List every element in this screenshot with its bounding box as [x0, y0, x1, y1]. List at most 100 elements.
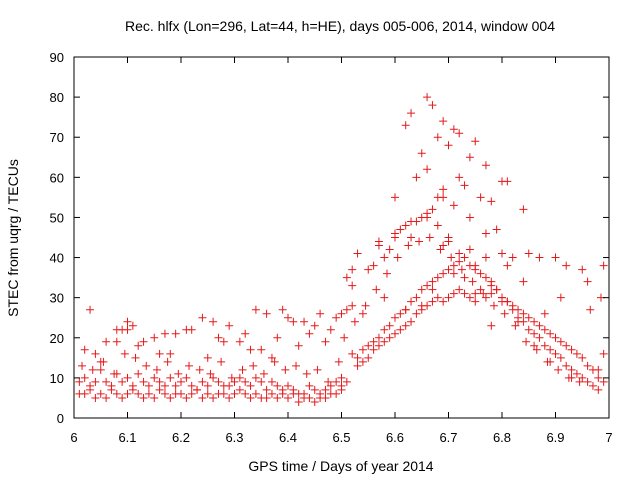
x-tick-label: 6.5	[332, 430, 350, 445]
data-point	[583, 377, 592, 386]
data-point	[289, 317, 298, 326]
data-point	[503, 177, 512, 186]
data-point	[439, 241, 448, 250]
data-point	[556, 293, 565, 302]
data-point	[380, 253, 389, 262]
data-point	[128, 381, 137, 390]
y-tick-label: 0	[57, 411, 64, 426]
data-point	[278, 305, 287, 314]
data-point	[332, 389, 341, 398]
data-point	[241, 389, 250, 398]
data-point	[270, 357, 279, 366]
data-point	[449, 269, 458, 278]
data-point	[465, 153, 474, 162]
data-point	[396, 309, 405, 318]
data-point	[508, 305, 517, 314]
data-point	[139, 337, 148, 346]
data-point	[96, 357, 105, 366]
data-point	[91, 393, 100, 402]
data-point	[273, 393, 282, 402]
data-point	[369, 337, 378, 346]
data-point	[160, 381, 169, 390]
data-point	[166, 349, 175, 358]
data-point	[556, 353, 565, 362]
data-point	[342, 273, 351, 282]
data-point	[80, 345, 89, 354]
data-point	[481, 273, 490, 282]
data-point	[171, 329, 180, 338]
data-point	[332, 377, 341, 386]
data-point	[535, 321, 544, 330]
data-point	[455, 257, 464, 266]
data-point	[423, 209, 432, 218]
data-point	[171, 381, 180, 390]
data-point	[324, 377, 333, 386]
data-point	[391, 229, 399, 238]
data-point	[401, 221, 410, 230]
data-point	[455, 129, 464, 138]
data-point	[273, 381, 282, 390]
data-point	[152, 365, 161, 374]
data-point	[150, 373, 159, 382]
data-point	[86, 381, 95, 390]
data-point	[530, 317, 539, 326]
data-point	[361, 301, 370, 310]
data-point	[546, 345, 555, 354]
data-point	[150, 393, 159, 402]
data-point	[353, 353, 362, 362]
data-point	[284, 381, 292, 390]
data-point	[572, 349, 581, 358]
data-point	[455, 173, 464, 182]
data-point	[88, 365, 97, 374]
data-point	[428, 285, 437, 294]
data-point	[155, 349, 164, 358]
data-point	[262, 309, 271, 318]
data-point	[166, 373, 175, 382]
data-point	[404, 241, 413, 250]
data-point	[332, 313, 341, 322]
data-point	[246, 345, 255, 354]
y-tick-label: 30	[50, 291, 64, 306]
data-point	[340, 333, 349, 342]
data-point	[492, 225, 501, 234]
data-point	[369, 261, 378, 270]
data-point	[433, 133, 442, 142]
data-point	[134, 341, 143, 350]
data-point	[225, 381, 234, 390]
data-point	[562, 261, 571, 270]
data-point	[267, 353, 276, 362]
data-point	[249, 361, 258, 370]
data-point	[214, 377, 223, 386]
data-point	[540, 325, 549, 334]
data-point	[540, 309, 549, 318]
data-point	[358, 309, 367, 318]
data-point	[567, 365, 576, 374]
data-point	[353, 249, 362, 258]
data-point	[313, 365, 322, 374]
data-point	[128, 321, 137, 330]
data-point	[374, 341, 383, 350]
data-point	[310, 385, 319, 394]
data-point	[487, 321, 496, 330]
data-point	[166, 393, 175, 402]
data-point	[316, 389, 325, 398]
data-point	[182, 393, 191, 402]
data-point	[489, 301, 498, 310]
data-point	[273, 333, 282, 342]
data-point	[380, 337, 389, 346]
data-point	[246, 393, 255, 402]
data-point	[385, 321, 394, 330]
data-point	[588, 381, 597, 390]
data-point	[219, 389, 228, 398]
data-point	[391, 313, 399, 322]
data-point	[348, 281, 357, 290]
data-point	[334, 357, 343, 366]
x-tick-label: 6	[70, 430, 77, 445]
data-point	[425, 233, 434, 242]
y-axis-label: STEC from uqrg / TECUs	[5, 159, 21, 317]
chart-title: Rec. hlfx (Lon=296, Lat=44, h=HE), days …	[125, 18, 555, 34]
data-point	[235, 385, 244, 394]
data-point	[112, 337, 121, 346]
data-point	[594, 373, 603, 382]
data-point	[423, 281, 432, 290]
